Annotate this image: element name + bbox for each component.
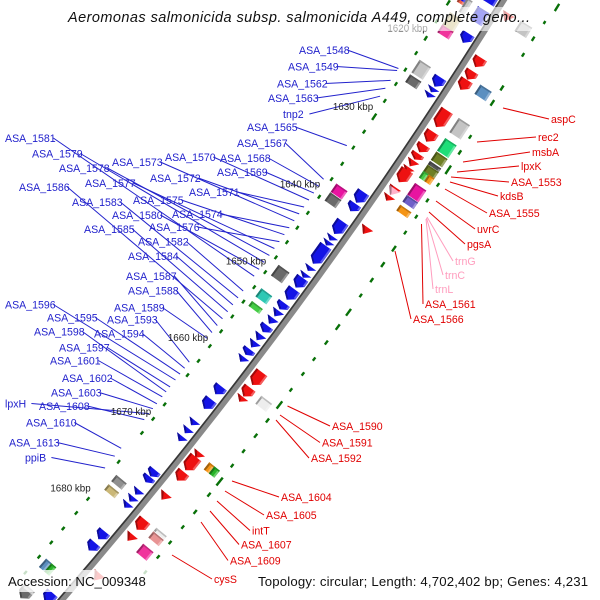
svg-text:ASA_1567: ASA_1567	[237, 138, 288, 150]
svg-text:cysS: cysS	[214, 574, 237, 586]
svg-text:ASA_1582: ASA_1582	[138, 237, 189, 249]
svg-text:ASA_1610: ASA_1610	[26, 418, 77, 430]
svg-text:ASA_1562: ASA_1562	[277, 79, 328, 91]
svg-text:ASA_1607: ASA_1607	[241, 540, 292, 552]
svg-text:ASA_1572: ASA_1572	[150, 173, 201, 185]
svg-text:ASA_1583: ASA_1583	[72, 197, 123, 209]
svg-text:ASA_1593: ASA_1593	[107, 315, 158, 327]
svg-text:ASA_1588: ASA_1588	[128, 286, 179, 298]
svg-text:msbA: msbA	[532, 147, 560, 159]
svg-text:1680 kbp: 1680 kbp	[50, 484, 91, 495]
svg-text:trnC: trnC	[445, 270, 465, 282]
svg-text:ASA_1589: ASA_1589	[114, 303, 165, 315]
svg-text:1630 kbp: 1630 kbp	[333, 102, 374, 113]
svg-text:Aeromonas salmonicida subsp. s: Aeromonas salmonicida subsp. salmonicida…	[67, 10, 530, 26]
svg-text:ASA_1568: ASA_1568	[220, 153, 271, 165]
svg-text:ASA_1608: ASA_1608	[39, 401, 90, 413]
svg-text:ASA_1577: ASA_1577	[85, 178, 136, 190]
svg-text:aspC: aspC	[551, 114, 576, 126]
svg-text:ASA_1561: ASA_1561	[425, 299, 476, 311]
svg-text:ASA_1574: ASA_1574	[172, 209, 223, 221]
svg-text:ASA_1565: ASA_1565	[247, 122, 298, 134]
svg-text:ASA_1579: ASA_1579	[32, 149, 83, 161]
svg-text:ASA_1578: ASA_1578	[59, 163, 110, 175]
svg-text:ASA_1548: ASA_1548	[299, 45, 350, 57]
svg-text:ASA_1580: ASA_1580	[112, 210, 163, 222]
svg-text:ASA_1596: ASA_1596	[5, 300, 56, 312]
svg-text:rec2: rec2	[538, 132, 559, 144]
svg-text:ASA_1571: ASA_1571	[189, 187, 240, 199]
svg-text:ASA_1609: ASA_1609	[230, 556, 281, 568]
svg-text:ASA_1613: ASA_1613	[9, 438, 60, 450]
svg-text:uvrC: uvrC	[477, 224, 500, 236]
svg-text:ASA_1603: ASA_1603	[51, 388, 102, 400]
svg-text:ASA_1601: ASA_1601	[50, 356, 101, 368]
svg-text:lpxH: lpxH	[5, 399, 26, 411]
svg-text:intT: intT	[252, 526, 270, 538]
svg-text:ASA_1595: ASA_1595	[47, 313, 98, 325]
svg-text:ASA_1569: ASA_1569	[217, 167, 268, 179]
svg-text:ASA_1555: ASA_1555	[489, 208, 540, 220]
svg-text:ASA_1586: ASA_1586	[19, 182, 70, 194]
svg-text:kdsB: kdsB	[500, 191, 524, 203]
svg-text:ASA_1573: ASA_1573	[112, 157, 163, 169]
svg-text:ASA_1566: ASA_1566	[413, 314, 464, 326]
svg-text:ASA_1590: ASA_1590	[332, 421, 383, 433]
svg-text:ASA_1575: ASA_1575	[133, 195, 184, 207]
svg-text:ppiB: ppiB	[25, 453, 46, 465]
svg-text:ASA_1604: ASA_1604	[281, 492, 332, 504]
svg-text:1640 kbp: 1640 kbp	[280, 180, 321, 191]
svg-text:ASA_1563: ASA_1563	[268, 93, 319, 105]
svg-text:ASA_1585: ASA_1585	[84, 224, 135, 236]
svg-text:tnp2: tnp2	[283, 109, 304, 121]
svg-text:Accession: NC_009348: Accession: NC_009348	[8, 574, 146, 589]
svg-text:ASA_1587: ASA_1587	[126, 271, 177, 283]
svg-text:ASA_1594: ASA_1594	[94, 329, 145, 341]
svg-text:1670 kbp: 1670 kbp	[111, 407, 152, 418]
svg-text:1660 kbp: 1660 kbp	[168, 333, 209, 344]
svg-text:pgsA: pgsA	[467, 239, 492, 251]
svg-text:ASA_1598: ASA_1598	[34, 327, 85, 339]
svg-text:ASA_1576: ASA_1576	[149, 222, 200, 234]
svg-text:ASA_1584: ASA_1584	[128, 251, 179, 263]
svg-text:trnL: trnL	[435, 284, 453, 296]
svg-text:ASA_1570: ASA_1570	[165, 152, 216, 164]
svg-text:ASA_1605: ASA_1605	[266, 510, 317, 522]
svg-text:ASA_1602: ASA_1602	[62, 373, 113, 385]
svg-text:ASA_1591: ASA_1591	[322, 438, 373, 450]
svg-text:Topology: circular; Length: 4,: Topology: circular; Length: 4,702,402 bp…	[258, 574, 588, 589]
svg-text:ASA_1597: ASA_1597	[59, 343, 110, 355]
svg-text:ASA_1549: ASA_1549	[288, 62, 339, 74]
svg-text:trnG: trnG	[455, 256, 476, 268]
svg-text:ASA_1581: ASA_1581	[5, 133, 56, 145]
svg-text:1650 kbp: 1650 kbp	[226, 257, 267, 268]
svg-text:lpxK: lpxK	[521, 161, 542, 173]
svg-text:ASA_1592: ASA_1592	[311, 453, 362, 465]
svg-text:ASA_1553: ASA_1553	[511, 177, 562, 189]
